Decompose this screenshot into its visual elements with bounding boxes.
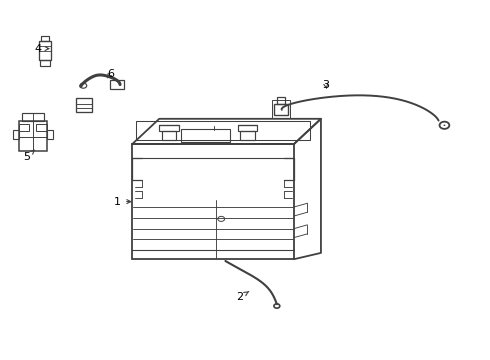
Bar	[22, 113, 44, 121]
Bar	[40, 60, 50, 66]
Text: 5: 5	[24, 150, 34, 162]
Bar	[19, 124, 29, 131]
Bar	[39, 41, 51, 60]
Bar	[136, 121, 310, 140]
Bar	[272, 100, 290, 118]
Bar	[159, 125, 179, 131]
Circle shape	[443, 125, 445, 126]
Bar	[274, 104, 288, 115]
Bar	[47, 130, 53, 139]
Bar	[238, 125, 257, 131]
Bar	[277, 97, 285, 104]
Text: 4: 4	[35, 44, 49, 54]
Text: 6: 6	[107, 69, 114, 79]
Bar	[181, 129, 230, 142]
Text: 3: 3	[322, 80, 329, 90]
Bar	[76, 98, 92, 112]
Bar	[19, 121, 47, 151]
Bar	[41, 36, 49, 41]
Text: 1: 1	[114, 197, 131, 207]
Bar	[13, 130, 19, 139]
Bar	[110, 80, 124, 89]
Bar	[162, 131, 176, 140]
Bar	[132, 144, 294, 259]
Bar	[36, 124, 47, 131]
Text: 2: 2	[237, 292, 249, 302]
Bar	[240, 131, 255, 140]
